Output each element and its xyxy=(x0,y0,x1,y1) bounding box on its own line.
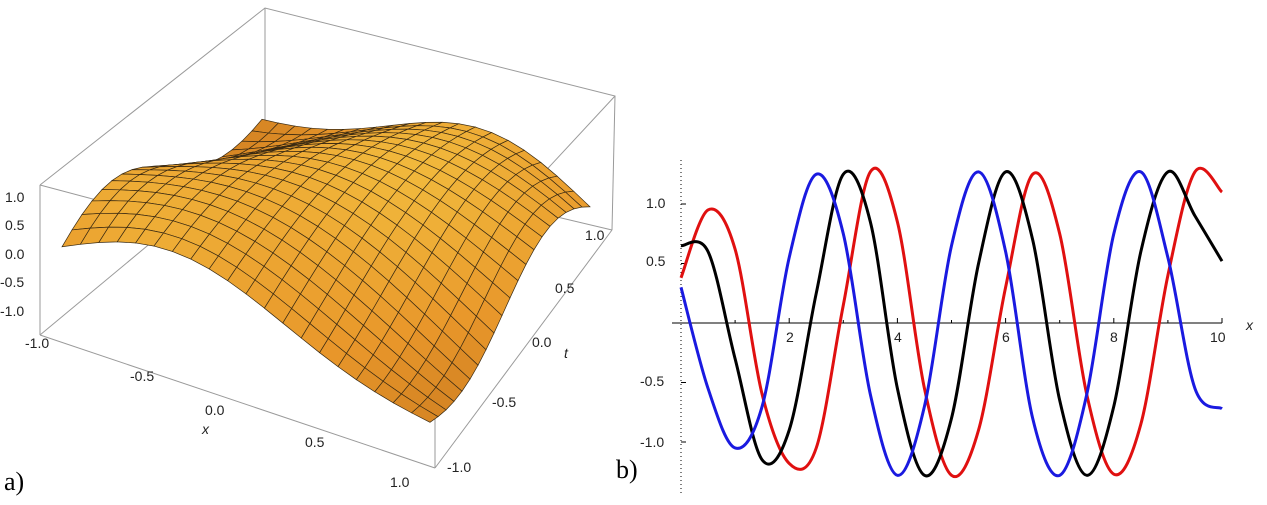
z-tick-label: -0.5 xyxy=(0,274,24,290)
surface-mesh xyxy=(61,118,591,423)
x-axis-label: x xyxy=(201,421,210,437)
x-tick-label: 10 xyxy=(1210,329,1226,345)
t-tick-label: 0.5 xyxy=(555,280,575,296)
x-tick-label: 6 xyxy=(1002,329,1010,345)
x-tick-label: -0.5 xyxy=(130,368,154,384)
line-plot-ticks xyxy=(681,203,1223,443)
x-tick-label: 1.0 xyxy=(390,474,410,490)
line-plot-panel: 1.0 0.5 -0.5 -1.0 2 4 6 8 10 x b) xyxy=(616,160,1254,495)
x-tick-label: -1.0 xyxy=(25,335,49,351)
x-tick-label: 8 xyxy=(1110,329,1118,345)
t-axis-label: t xyxy=(564,345,569,361)
y-tick-label: 1.0 xyxy=(646,195,666,211)
z-tick-label: 0.5 xyxy=(5,217,25,233)
y-tick-label: 0.5 xyxy=(646,253,666,269)
x-tick-label: 4 xyxy=(894,329,902,345)
surface-face xyxy=(410,405,439,423)
t-tick-label: 1.0 xyxy=(585,227,605,243)
z-tick-label: -1.0 xyxy=(0,303,24,319)
panel-label-b: b) xyxy=(616,455,638,484)
line-plot-axes xyxy=(672,160,1222,495)
z-axis: 1.0 0.5 0.0 -0.5 -1.0 xyxy=(0,189,25,319)
series-black-line xyxy=(680,169,1224,478)
t-tick-label: -1.0 xyxy=(447,459,471,475)
x-tick-label: 0.5 xyxy=(305,434,325,450)
x-axis: -1.0 -0.5 0.0 0.5 1.0 x xyxy=(25,335,410,490)
x-tick-label: 0.0 xyxy=(205,402,225,418)
panel-label-a: a) xyxy=(4,467,24,496)
z-tick-label: 1.0 xyxy=(5,189,25,205)
line-series-group xyxy=(679,166,1224,479)
series-red-line xyxy=(679,166,1224,479)
z-tick-label: 0.0 xyxy=(5,246,25,262)
t-axis: -1.0 -0.5 0.0 0.5 1.0 t xyxy=(447,227,605,475)
t-tick-label: -0.5 xyxy=(492,394,516,410)
y-tick-label: -1.0 xyxy=(640,434,664,450)
x-tick-label: 2 xyxy=(786,329,794,345)
surface-plot-panel: 1.0 0.5 0.0 -0.5 -1.0 -1.0 -0.5 0.0 0.5 … xyxy=(0,7,616,496)
series-blue-line xyxy=(679,170,1223,478)
y-tick-label: -0.5 xyxy=(640,373,664,389)
t-tick-label: 0.0 xyxy=(532,334,552,350)
x-axis-label: x xyxy=(1245,317,1254,333)
